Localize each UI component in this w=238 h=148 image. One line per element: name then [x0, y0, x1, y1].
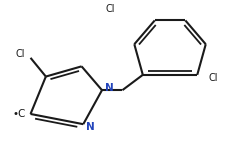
Text: N: N: [86, 122, 94, 132]
Text: Cl: Cl: [106, 4, 115, 14]
Text: •C: •C: [12, 109, 25, 119]
Text: Cl: Cl: [15, 49, 25, 59]
Text: N: N: [104, 83, 113, 93]
Text: Cl: Cl: [208, 73, 218, 83]
